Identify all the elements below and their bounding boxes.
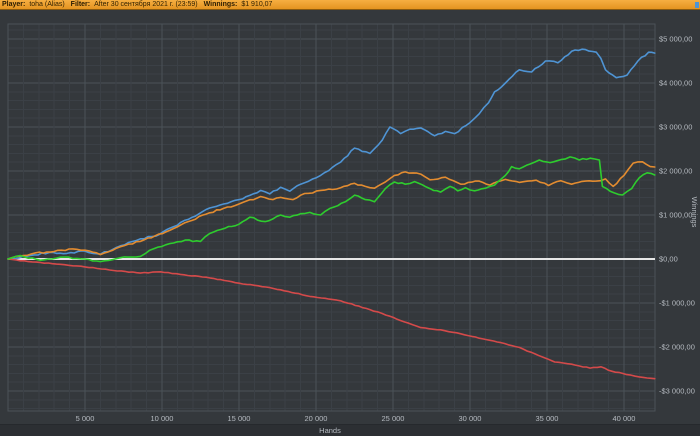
x-axis-tick-label: 35 000 — [536, 414, 559, 423]
x-axis-tick-label: 5 000 — [76, 414, 95, 423]
series-orange-line — [7, 161, 656, 260]
y-axis-tick-label: $0,00 — [659, 255, 678, 264]
header-corner-marker — [695, 2, 699, 8]
player-value: toha (Alias) — [29, 1, 65, 8]
x-axis-tick-label: 30 000 — [459, 414, 482, 423]
plot-border — [7, 23, 656, 412]
player-label: Player: — [2, 1, 26, 8]
x-axis-tick-label: 25 000 — [382, 414, 405, 423]
filter-label: Filter: — [70, 1, 91, 8]
y-axis-tick-label: -$3 000,00 — [659, 387, 695, 396]
x-axis-tick-label: 40 000 — [613, 414, 636, 423]
y-axis-title: Winnings — [690, 197, 699, 228]
status-bar: Player: toha (Alias) Filter: After 30 се… — [0, 0, 700, 10]
x-axis-title: Hands — [319, 426, 341, 435]
winnings-value: $1 910,07 — [241, 1, 273, 8]
y-axis-tick-label: $2 000,00 — [659, 167, 692, 176]
x-axis-tick-label: 10 000 — [151, 414, 174, 423]
y-axis-tick-label: $1 000,00 — [659, 211, 692, 220]
x-axis-title-band: Hands — [0, 424, 700, 436]
x-axis-tick-label: 15 000 — [228, 414, 251, 423]
y-axis-tick-label: -$1 000,00 — [659, 299, 695, 308]
series-green-line — [7, 156, 656, 263]
filter-value: After 30 сентября 2021 г. (23:59) — [94, 1, 198, 8]
y-axis-tick-label: -$2 000,00 — [659, 343, 695, 352]
y-axis-tick-label: $3 000,00 — [659, 123, 692, 132]
series-red-line — [7, 258, 656, 380]
y-axis-tick-label: $4 000,00 — [659, 79, 692, 88]
y-axis-tick-label: $5 000,00 — [659, 35, 692, 44]
winnings-label: Winnings: — [203, 1, 238, 8]
x-axis-tick-label: 20 000 — [305, 414, 328, 423]
